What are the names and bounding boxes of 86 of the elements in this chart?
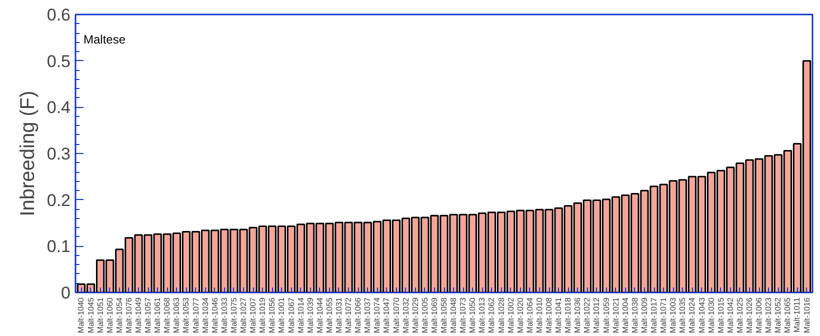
x-tick-label: Malt-1044 [315,296,324,334]
x-tick-label: Malt-1047 [382,296,392,334]
x-tick-label: Malt-1032 [401,296,410,334]
x-tick-label: Malt-1012 [592,296,602,334]
x-tick-label: Malt-1005 [420,296,430,334]
x-tick-label: Malt-1064 [525,296,534,334]
x-tick-label: Malt-1048 [449,296,458,334]
x-tick-label: Malt-1056 [268,296,277,334]
x-tick-label: Malt-1074 [372,296,382,334]
x-tick-label: Malt-1020 [516,296,525,334]
x-tick-label: Malt-1038 [630,296,640,334]
x-tick-label: Malt-1042 [726,296,735,334]
x-tick-label: Malt-1019 [258,296,268,334]
x-tick-label: Malt-1049 [134,296,144,334]
x-tick-label: Malt-1033 [220,296,229,334]
x-tick-label: Malt-1030 [706,296,716,334]
x-tick-label: Malt-1046 [210,296,220,334]
x-tick-label: Malt-1052 [774,296,783,334]
x-tick-label: Malt-1003 [668,296,678,334]
x-tick-label: Malt-1010 [534,296,544,334]
x-tick-label: Malt-1070 [392,296,401,334]
y-tick-label: 0.2 [46,190,71,210]
x-tick-label: Malt-1001 [277,296,286,334]
x-tick-label: Malt-1016 [802,296,812,334]
x-tick-label: Malt-1036 [573,296,582,334]
x-tick-label: Malt-1026 [744,296,754,334]
x-tick-label: Malt-1035 [678,296,688,334]
x-tick-label: Malt-1072 [344,296,354,334]
x-tick-label: Malt-1034 [200,296,210,334]
x-tick-label: Malt-1066 [354,296,363,334]
x-tick-label: Malt-1029 [410,296,420,334]
x-tick-label: Malt-1063 [172,296,182,334]
x-tick-label: Malt-1006 [754,296,764,334]
x-tick-label: Malt-1059 [602,296,611,334]
x-tick-label: Malt-1014 [296,296,306,334]
x-tick-label: Malt-1053 [182,296,191,334]
y-axis-title: Inbreeding (F) [16,90,39,216]
x-tick-label: Malt-1025 [735,296,744,334]
annotation: Maltese [84,32,126,46]
x-tick-label: Malt-1013 [478,296,487,334]
x-tick-label: Malt-1077 [191,296,200,334]
x-tick-label: Malt-1040 [76,296,86,334]
x-tick-label: Malt-1008 [544,296,554,334]
x-tick-label: Malt-1043 [697,296,706,334]
x-tick-label: Malt-1024 [688,296,697,334]
y-tick-label: 0.4 [46,98,71,118]
y-tick-label: 0.1 [46,237,71,256]
x-tick-label: Malt-1022 [582,296,592,334]
x-tick-label: Malt-1061 [153,296,162,334]
x-tick-label: Malt-1009 [640,296,649,334]
x-tick-label: Malt-1002 [506,296,516,334]
x-tick-label: Malt-1058 [440,296,448,334]
y-tick-label: 0.3 [46,144,71,164]
x-tick-label: Malt-1076 [124,296,134,334]
x-tick-label: Malt-1018 [564,296,573,334]
x-tick-label: Malt-1060 [105,296,114,334]
x-tick-label: Malt-1073 [458,296,468,334]
y-tick-label: 0.5 [46,52,71,71]
x-tick-label: Malt-1017 [650,296,659,334]
x-tick-label: Malt-1065 [783,296,792,334]
x-tick-label: Malt-1028 [496,296,506,334]
x-tick-label: Malt-1057 [144,296,153,334]
x-tick-label: Malt-1075 [229,296,238,334]
x-tick-label: Malt-1007 [248,296,258,334]
x-tick-label: Malt-1031 [334,296,344,334]
x-tick-label: Malt-1069 [430,296,439,334]
x-tick-label: Malt-1045 [86,296,96,334]
x-tick-label: Malt-1068 [162,296,172,334]
x-tick-label: Malt-1055 [324,296,334,334]
x-tick-label: Malt-1015 [716,296,726,334]
x-tick-label: Malt-1039 [306,296,315,334]
x-tick-label: Malt-1050 [468,296,478,334]
x-tick-label: Malt-1011 [792,296,802,332]
y-tick-label: 0 [61,284,71,302]
x-tick-label: Malt-1067 [286,296,296,334]
x-tick-label: Malt-1021 [611,296,620,334]
x-tick-label: Malt-1023 [764,296,774,334]
x-tick-label: Malt-1004 [620,296,630,334]
x-tick-label: Malt-1071 [659,296,668,334]
x-tick-label: Malt-1027 [239,296,248,334]
x-tick-label: Malt-1062 [487,296,496,334]
x-tick-label: Malt-1051 [96,296,105,334]
x-tick-label: Malt-1041 [554,296,564,334]
x-tick-label: Malt-1037 [363,296,372,334]
y-tick-label: 0.6 [46,6,71,24]
x-tick-label: Malt-1054 [114,296,124,334]
